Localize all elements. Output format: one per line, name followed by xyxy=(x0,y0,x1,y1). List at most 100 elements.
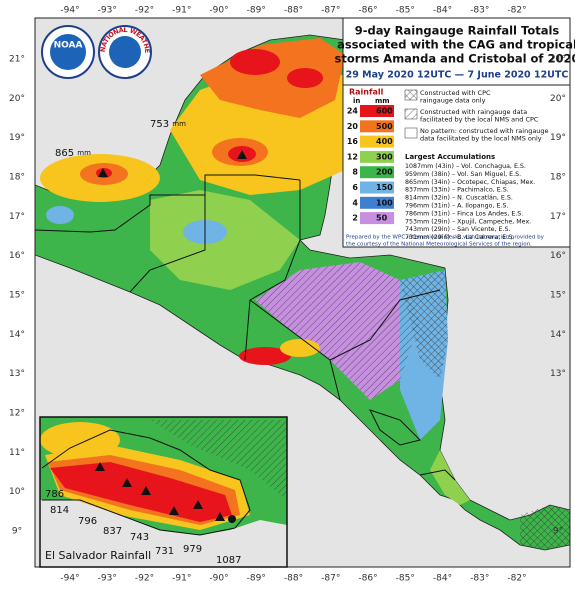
legend-mm: 600 xyxy=(376,107,393,116)
lat-label: 15° xyxy=(550,290,566,300)
pattern-text: data facilitated by the local NMS only xyxy=(420,135,542,143)
border xyxy=(35,174,301,233)
rain-600 xyxy=(287,68,323,88)
lat-label: 20° xyxy=(9,94,25,104)
rain-600 xyxy=(239,347,291,365)
pattern-swatch xyxy=(404,108,418,120)
lon-label: -83° xyxy=(470,6,489,16)
title-line: storms Amanda and Cristobal of 2020 xyxy=(335,52,575,66)
lon-label: -85° xyxy=(396,574,415,584)
lon-label: -90° xyxy=(209,574,228,584)
legend-mm: 300 xyxy=(376,152,393,161)
pattern-swatch xyxy=(404,89,418,101)
lon-label: -92° xyxy=(135,574,154,584)
lon-label: -91° xyxy=(172,6,191,16)
unit: mm xyxy=(77,149,91,157)
lat-label: 16° xyxy=(9,251,25,261)
lat-label: 9° xyxy=(12,526,22,536)
accumulation-item: 814mm (32in) – N. Cuscatlán, E.S. xyxy=(405,194,513,202)
legend-in: 2 xyxy=(352,214,358,223)
pattern-text: No pattern: constructed with raingauge xyxy=(420,127,549,135)
lat-label: 17° xyxy=(550,212,566,222)
lon-label: -84° xyxy=(433,574,452,584)
legend-swatch xyxy=(360,166,394,179)
lon-label: -86° xyxy=(358,6,377,16)
max-marker xyxy=(98,168,108,177)
legend-mm: 100 xyxy=(376,198,393,207)
accumulation-item: 786mm (31in) – Finca Los Andes, E.S. xyxy=(405,210,523,217)
lon-label: -82° xyxy=(507,6,526,16)
legend-swatch xyxy=(360,135,394,148)
pattern-nms-cpc xyxy=(150,420,287,500)
title-box: 9-day Raingauge Rainfall Totals associat… xyxy=(335,17,575,86)
legend-mm: 50 xyxy=(376,214,388,223)
legend-mm: 500 xyxy=(376,122,393,131)
inset-label: 979 xyxy=(183,544,202,555)
legend-in: 16 xyxy=(347,137,359,146)
accumulation-item: 865mm (34in) – Ocotepec, Chiapas, Mex. xyxy=(405,179,535,186)
accumulations-title: Largest Accumulations xyxy=(405,153,495,161)
rain-600 xyxy=(50,462,232,522)
inset-label: 786 xyxy=(45,489,64,500)
accumulation-item: 731mm (29in) – B. La Carrera, E.S. xyxy=(405,234,514,241)
noaa-logo-inner xyxy=(50,34,86,70)
lat-label: 10° xyxy=(9,487,25,497)
legend-mm: 200 xyxy=(376,168,393,177)
lat-label: 15° xyxy=(9,290,25,300)
lon-label: -89° xyxy=(247,574,266,584)
inset-label: 731 xyxy=(155,546,174,557)
date-range: 29 May 2020 12UTC — 7 June 2020 12UTC xyxy=(346,70,569,81)
inset-label: 837 xyxy=(103,526,122,537)
legend-box: Rainfall in mm Largest Accumulations 24 6… xyxy=(342,84,571,248)
inset: El Salvador Rainfall xyxy=(39,416,288,568)
rain-150 xyxy=(46,206,74,224)
pattern-swatch xyxy=(404,127,418,139)
legend-unit: mm xyxy=(375,97,390,105)
max-marker xyxy=(237,150,247,159)
legend-title: Rainfall xyxy=(349,88,384,97)
lake xyxy=(369,409,421,446)
lat-label: 21° xyxy=(550,55,566,65)
title-line: 9-day Raingauge Rainfall Totals xyxy=(355,24,560,38)
inset-label: 796 xyxy=(78,516,97,527)
lon-label: -89° xyxy=(247,6,266,16)
rain-300 xyxy=(150,190,300,290)
inset-markers xyxy=(95,462,236,523)
lat-label: 17° xyxy=(9,212,25,222)
max-marker xyxy=(141,486,151,495)
pattern-text: raingauge data only xyxy=(420,97,486,105)
lat-label: 11° xyxy=(9,448,25,458)
accumulation-item: 837mm (33in) – Pachimalco, E.S. xyxy=(405,187,509,194)
map-frame xyxy=(34,17,571,568)
inset-map xyxy=(40,417,287,567)
accumulation-item: 1087mm (43in) – Vol. Conchagua, E.S. xyxy=(405,163,526,170)
lat-label: 12° xyxy=(9,408,25,418)
map-label: 753 mm xyxy=(150,119,186,130)
lon-label: -90° xyxy=(209,6,228,16)
lat-label: 19° xyxy=(550,133,566,143)
noaa-text: NOAA xyxy=(54,41,83,51)
lat-label: 16° xyxy=(550,251,566,261)
lon-label: -88° xyxy=(284,6,303,16)
title-line: associated with the CAG and tropical xyxy=(337,38,575,52)
accumulation-item: 753mm (29in) – Xpujil, Campeche, Mex. xyxy=(405,218,531,225)
inset-label: 814 xyxy=(50,505,69,516)
max-marker xyxy=(193,500,203,509)
pattern-nms-cpc xyxy=(255,262,420,400)
legend-swatch xyxy=(360,120,394,133)
value: 865 xyxy=(55,148,74,159)
max-marker xyxy=(122,478,132,487)
legend-in: 12 xyxy=(347,152,358,161)
lat-label: 20° xyxy=(550,94,566,104)
pattern-text: facilitated by the local NMS and CPC xyxy=(420,116,539,124)
accumulation-item: 796mm (31in) – A. Ilopango, E.S. xyxy=(405,203,508,210)
lon-label: -86° xyxy=(358,574,377,584)
legend-in: 8 xyxy=(352,168,358,177)
lon-label: -87° xyxy=(321,6,340,16)
border xyxy=(249,299,341,401)
legend-swatch xyxy=(360,212,394,225)
legend-swatch xyxy=(360,196,394,209)
max-marker xyxy=(169,506,179,515)
legend-in: 24 xyxy=(347,107,359,116)
lat-label: 18° xyxy=(550,172,566,182)
